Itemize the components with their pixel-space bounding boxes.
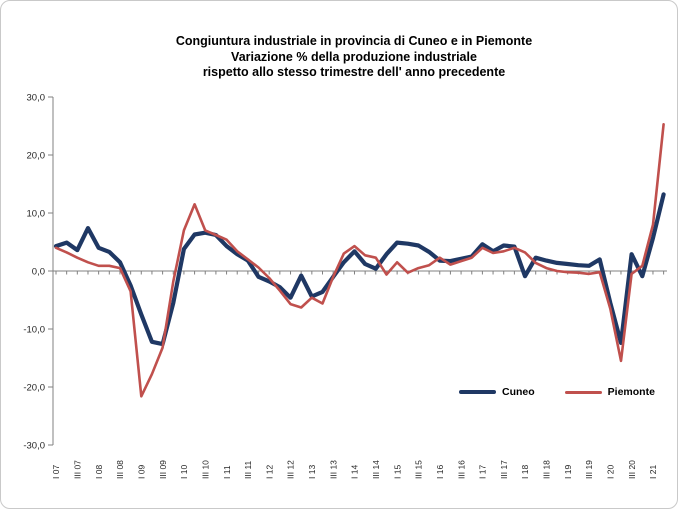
y-tick-label: 20,0 <box>27 151 46 162</box>
x-tick-label: I 18 <box>520 465 530 479</box>
piemonte-line <box>54 123 665 398</box>
y-tick-label: 30,0 <box>27 93 46 104</box>
chart-title-line-2: Variazione % della produzione industrial… <box>231 49 477 64</box>
cuneo-line-swatch-icon <box>459 390 496 394</box>
x-tick-label: III 16 <box>456 460 466 479</box>
x-tick-label: I 20 <box>606 465 616 479</box>
x-tick-label: III 17 <box>499 460 509 479</box>
y-axis <box>48 96 54 446</box>
y-tick-label: -30,0 <box>23 441 45 452</box>
x-axis-labels: I 07 III 07 I 08 III 08 I 09 III 09 I 10 III 10… <box>51 460 658 479</box>
x-tick-label: I 12 <box>264 465 274 479</box>
x-tick-label: III 20 <box>627 460 637 479</box>
chart-title-line-1: Congiuntura industriale in provincia di … <box>175 34 533 48</box>
x-tick-label: I 11 <box>222 465 232 479</box>
x-tick-label: III 18 <box>542 460 552 479</box>
x-tick-label: I 09 <box>136 465 146 479</box>
x-tick-label: III 12 <box>286 460 296 479</box>
x-tick-label: III 19 <box>584 460 594 479</box>
x-tick-label: I 10 <box>179 465 189 479</box>
y-tick-label: 10,0 <box>27 209 46 220</box>
x-tick-label: I 08 <box>94 465 104 479</box>
x-tick-label: III 07 <box>73 460 83 479</box>
x-tick-label: I 21 <box>648 465 658 479</box>
x-tick-label: III 13 <box>328 460 338 479</box>
piemonte-line-swatch-icon <box>564 390 602 394</box>
chart-title-line-3: rispetto allo stesso trimestre dell' ann… <box>202 65 506 79</box>
y-tick-label: 0,0 <box>32 267 45 278</box>
legend-label-cuneo: Cuneo <box>502 386 535 398</box>
x-tick-label: III 10 <box>200 460 210 479</box>
y-tick-label: -20,0 <box>23 383 45 394</box>
x-tick-label: III 15 <box>414 460 424 479</box>
x-tick-label: I 17 <box>478 465 488 479</box>
x-tick-label: I 15 <box>392 465 402 479</box>
x-tick-label: III 14 <box>371 460 381 479</box>
cuneo-line <box>53 192 666 347</box>
y-axis-labels: 30,0 20,0 10,0 0,0 -10,0 -20,0 -30,0 <box>23 93 45 452</box>
x-tick-label: I 19 <box>563 465 573 479</box>
chart-title: Congiuntura industriale in provincia di … <box>41 34 667 81</box>
x-tick-label: III 09 <box>158 460 168 479</box>
chart-legend: Cuneo Piemonte <box>459 386 655 398</box>
x-tick-label: III 08 <box>115 460 125 479</box>
x-tick-label: I 16 <box>435 465 445 479</box>
legend-item-piemonte: Piemonte <box>564 386 655 398</box>
legend-label-piemonte: Piemonte <box>607 386 655 398</box>
x-tick-label: I 14 <box>350 465 360 479</box>
y-tick-label: -10,0 <box>23 325 45 336</box>
x-tick-label: III 11 <box>243 460 253 479</box>
x-tick-label: I 07 <box>51 465 61 479</box>
x-tick-label: I 13 <box>307 465 317 479</box>
legend-item-cuneo: Cuneo <box>459 386 535 398</box>
